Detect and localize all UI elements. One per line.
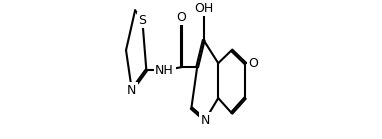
Text: OH: OH	[194, 2, 213, 15]
Text: NH: NH	[155, 64, 174, 77]
Text: O: O	[248, 57, 258, 70]
Text: N: N	[127, 84, 136, 97]
Text: O: O	[176, 11, 186, 24]
Text: S: S	[138, 14, 146, 27]
Text: N: N	[201, 114, 210, 126]
